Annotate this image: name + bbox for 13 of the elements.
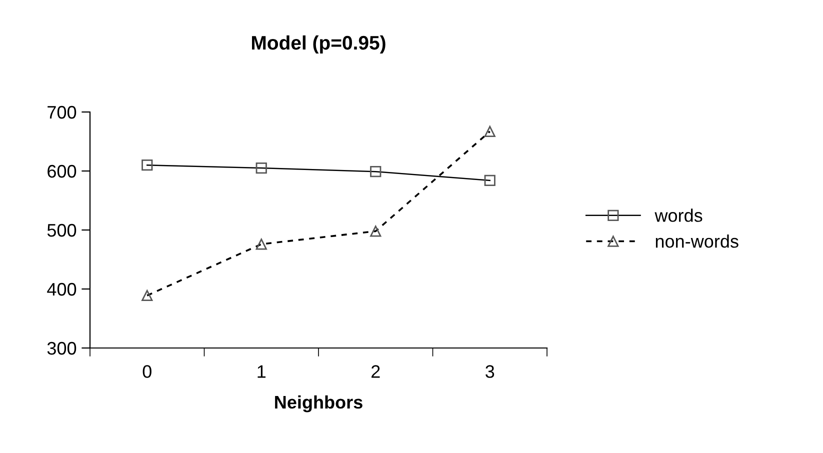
y-tick-label: 300 xyxy=(47,342,76,355)
y-tick-label: 600 xyxy=(48,164,76,178)
y-tick-label: 700 xyxy=(48,106,76,119)
y-tick-label: 400 xyxy=(47,282,76,296)
chart-title: Model (p=0.95) xyxy=(252,35,386,54)
y-tick-label: 500 xyxy=(47,224,76,237)
legend-label: words xyxy=(654,208,702,222)
x-tick-label: 0 xyxy=(142,365,152,378)
x-tick-label: 3 xyxy=(486,365,494,378)
x-axis-title: Neighbors xyxy=(275,395,362,412)
x-tick-label: 1 xyxy=(258,365,266,378)
legend-label: non-words xyxy=(656,234,738,248)
x-tick-label: 2 xyxy=(372,365,380,378)
